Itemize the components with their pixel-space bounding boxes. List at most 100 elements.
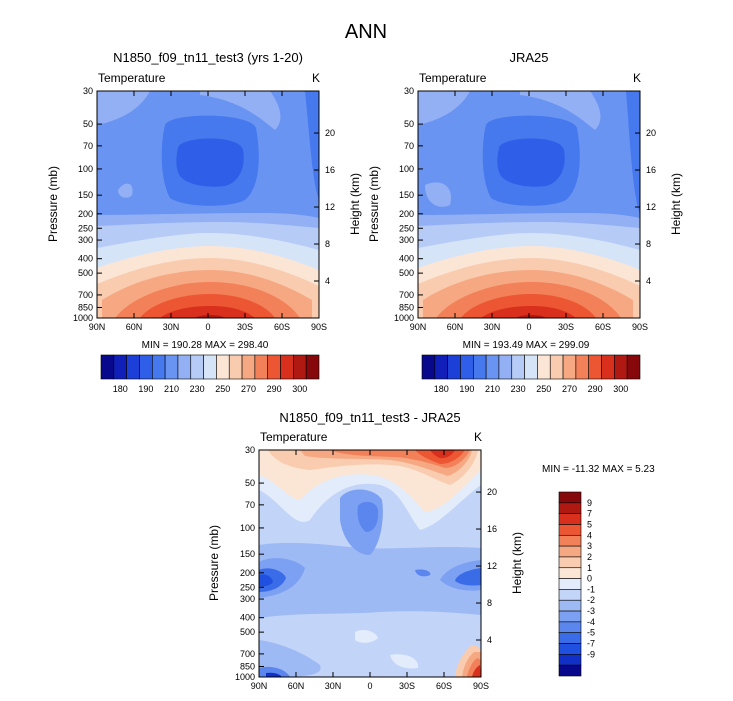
model-colorbar-box	[293, 354, 307, 380]
model-colorbar-label: 270	[241, 384, 256, 394]
diff-colorbar-box	[558, 567, 582, 579]
panel-model-title: N1850_f09_tn11_test3 (yrs 1-20)	[113, 50, 303, 65]
model-ytick-label: 100	[78, 164, 93, 174]
diff-xtick-label: 60N	[288, 681, 305, 691]
model-colorbar-label: 180	[113, 384, 128, 394]
obs-ytick-label: 300	[399, 235, 414, 245]
model-xtick-label: 60S	[274, 322, 290, 332]
model-colorbar-box	[254, 354, 269, 380]
model-colorbar-box	[241, 354, 256, 380]
diff-colorbar-label: 7	[587, 509, 592, 519]
obs-colorbar-box	[614, 354, 628, 380]
diff-colorbar-label: 2	[587, 552, 592, 562]
obs-ytick-label: 400	[399, 254, 414, 264]
model-height-tick-label: 16	[325, 165, 335, 175]
panel-model-contours	[97, 91, 319, 318]
model-ytick-label: 150	[78, 190, 93, 200]
panel-diff-minmax: MIN = -11.32 MAX = 5.23	[542, 464, 655, 475]
model-ytick-label: 850	[78, 302, 93, 312]
diff-ytick-label: 700	[240, 649, 255, 659]
model-colorbar-box	[164, 354, 179, 380]
model-xtick-label: 30S	[237, 322, 253, 332]
diff-colorbar-box	[558, 502, 582, 514]
panel-obs-field-label: Temperature	[419, 71, 487, 85]
diff-colorbar-box	[558, 556, 582, 569]
diff-colorbar-label: -9	[587, 649, 595, 659]
diff-colorbar-label: -2	[587, 595, 595, 605]
diff-colorbar-label: 4	[587, 530, 592, 540]
panel-model-ylabel: Pressure (mb)	[46, 166, 60, 242]
diff-colorbar-label: -3	[587, 606, 595, 616]
model-colorbar-box	[190, 354, 204, 380]
obs-colorbar-label: 270	[562, 384, 577, 394]
panel-model-minmax: MIN = 190.28 MAX = 298.40	[142, 340, 269, 351]
diff-colorbar-box	[558, 621, 582, 634]
diff-height-tick-label: 4	[487, 635, 492, 645]
model-colorbar-label: 230	[190, 384, 205, 394]
model-height-tick-label: 20	[325, 128, 335, 138]
diff-colorbar-box	[558, 524, 582, 536]
diff-colorbar-box	[558, 534, 582, 547]
obs-colorbar-box	[511, 354, 525, 380]
diff-colorbar-box	[558, 491, 582, 504]
obs-colorbar-label: 300	[613, 384, 628, 394]
diff-ytick-label: 400	[240, 613, 255, 623]
obs-colorbar-label: 190	[459, 384, 474, 394]
model-ytick-label: 500	[78, 268, 93, 278]
diff-ytick-label: 250	[240, 582, 255, 592]
model-xtick-label: 0	[205, 322, 210, 332]
diff-colorbar-box	[558, 578, 582, 590]
diff-colorbar-box	[558, 589, 582, 601]
obs-ytick-label: 250	[399, 223, 414, 233]
panel-model-ylabel-right: Height (km)	[348, 173, 362, 235]
diff-colorbar-label: 1	[587, 563, 592, 573]
obs-colorbar-box	[601, 354, 615, 380]
obs-colorbar-box	[421, 354, 436, 380]
obs-ytick-label: 150	[399, 190, 414, 200]
diff-ytick-label: 200	[240, 568, 255, 578]
panel-diff-contours	[259, 450, 481, 677]
obs-height-tick-label: 8	[646, 239, 651, 249]
diff-xtick-label: 0	[367, 681, 372, 691]
diff-colorbar-label: -7	[587, 639, 595, 649]
panel-model-colorbar: 180 190 210 230 250 270 290 300	[100, 354, 320, 394]
panel-diff-ylabel-right: Height (km)	[510, 532, 524, 594]
obs-colorbar-box	[626, 354, 641, 380]
obs-colorbar-box	[537, 354, 551, 380]
obs-ytick-label: 200	[399, 209, 414, 219]
diff-colorbar-box	[558, 664, 582, 677]
diff-colorbar-box	[558, 654, 582, 666]
figure-title: ANN	[345, 21, 387, 43]
model-colorbar-box	[203, 354, 217, 380]
model-ytick-label: 70	[83, 141, 93, 151]
obs-height-tick-label: 12	[646, 202, 656, 212]
obs-xtick-label: 30N	[484, 322, 501, 332]
model-colorbar-box	[267, 354, 281, 380]
model-colorbar-box	[305, 354, 320, 380]
diff-colorbar-box	[558, 513, 582, 525]
diff-height-tick-label: 16	[487, 524, 497, 534]
model-ytick-label: 1000	[73, 313, 93, 323]
obs-colorbar-box	[460, 354, 474, 380]
obs-xtick-label: 90S	[632, 322, 648, 332]
diff-colorbar-label: -4	[587, 617, 595, 627]
obs-colorbar-box	[447, 354, 461, 380]
model-colorbar-label: 250	[215, 384, 230, 394]
diff-xtick-label: 30N	[325, 681, 342, 691]
model-ytick-label: 700	[78, 290, 93, 300]
model-colorbar-label: 210	[164, 384, 179, 394]
model-colorbar-box	[280, 354, 294, 380]
diff-ytick-label: 30	[245, 445, 255, 455]
model-colorbar-box	[126, 354, 140, 380]
obs-colorbar-label: 250	[536, 384, 551, 394]
model-ytick-label: 300	[78, 235, 93, 245]
obs-colorbar-box	[524, 354, 538, 380]
diff-colorbar-box	[558, 610, 582, 623]
model-xtick-label: 60N	[126, 322, 143, 332]
panel-obs: JRA25 Temperature K 90N 60N 30N 0 30S 60S 90S 3…	[367, 50, 683, 394]
model-ytick-label: 50	[83, 119, 93, 129]
panel-obs-title: JRA25	[509, 50, 548, 65]
diff-colorbar-label: 5	[587, 519, 592, 529]
diff-ytick-label: 70	[245, 500, 255, 510]
